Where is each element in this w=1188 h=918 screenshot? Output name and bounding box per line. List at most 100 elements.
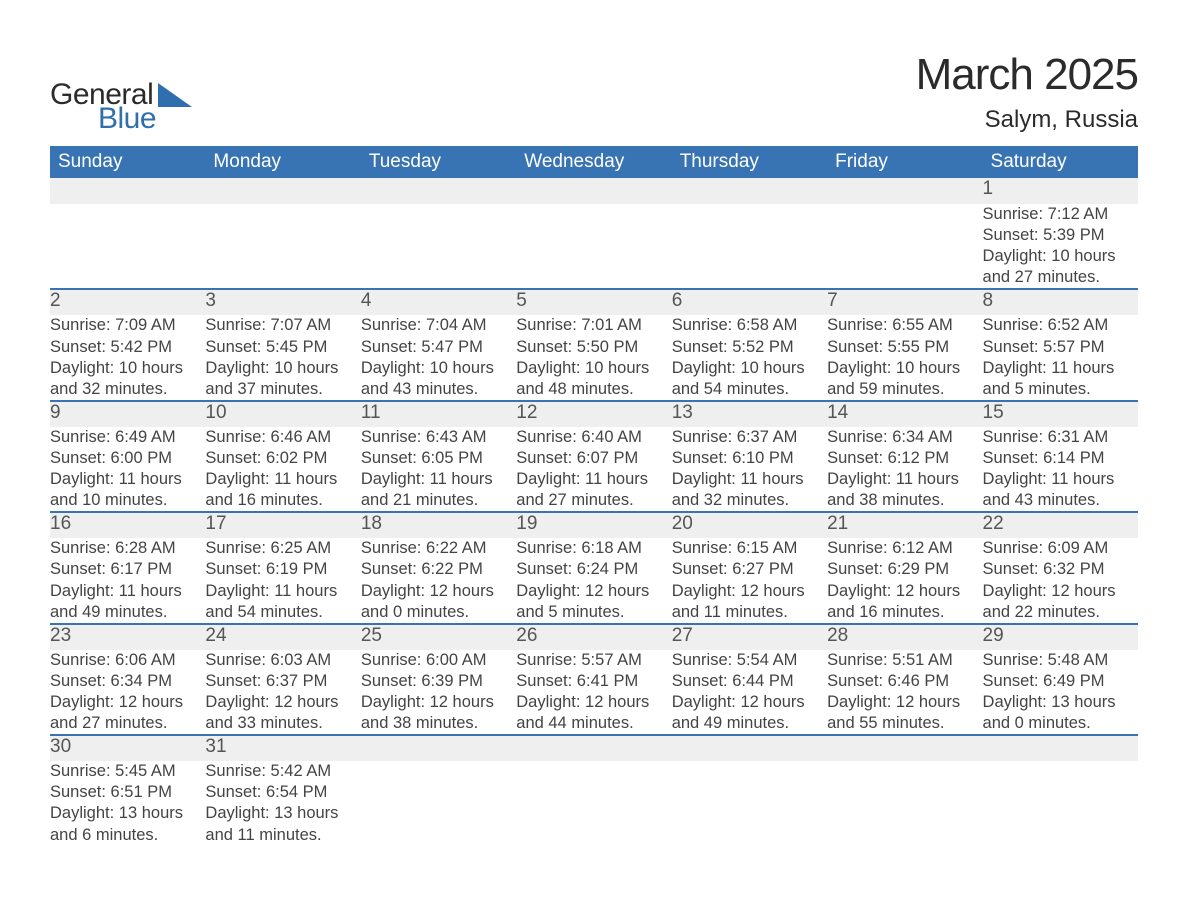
- day-number-cell: 23: [50, 624, 205, 650]
- day-number-cell: 3: [205, 289, 360, 315]
- day-number-cell: 9: [50, 401, 205, 427]
- day-ss: Sunset: 6:54 PM: [205, 782, 360, 803]
- day-sr: Sunrise: 6:03 AM: [205, 650, 360, 671]
- day-detail-cell: Sunrise: 6:40 AMSunset: 6:07 PMDaylight:…: [516, 427, 671, 512]
- day-d1: Daylight: 11 hours: [827, 469, 982, 490]
- day-d1: Daylight: 13 hours: [983, 692, 1138, 713]
- day-sr: Sunrise: 6:00 AM: [361, 650, 516, 671]
- day-d1: Daylight: 12 hours: [361, 692, 516, 713]
- day-detail-cell: [827, 761, 982, 845]
- day-detail-cell: Sunrise: 6:58 AMSunset: 5:52 PMDaylight:…: [672, 315, 827, 400]
- day-number-cell: [50, 178, 205, 204]
- day-detail-cell: Sunrise: 7:12 AMSunset: 5:39 PMDaylight:…: [983, 204, 1138, 289]
- day-ss: Sunset: 6:14 PM: [983, 448, 1138, 469]
- day-number-cell: [361, 735, 516, 761]
- day-header: Thursday: [672, 146, 827, 178]
- day-detail-cell: [516, 761, 671, 845]
- day-ss: Sunset: 6:32 PM: [983, 559, 1138, 580]
- day-detail-cell: [983, 761, 1138, 845]
- day-header: Sunday: [50, 146, 205, 178]
- day-ss: Sunset: 6:49 PM: [983, 671, 1138, 692]
- day-sr: Sunrise: 6:25 AM: [205, 538, 360, 559]
- daynum-row: 1: [50, 178, 1138, 204]
- daynum-row: 3031: [50, 735, 1138, 761]
- day-d1: Daylight: 11 hours: [50, 469, 205, 490]
- day-d2: and 38 minutes.: [827, 490, 982, 511]
- day-detail-cell: Sunrise: 7:04 AMSunset: 5:47 PMDaylight:…: [361, 315, 516, 400]
- day-d1: Daylight: 12 hours: [827, 692, 982, 713]
- day-d1: Daylight: 12 hours: [205, 692, 360, 713]
- day-sr: Sunrise: 6:22 AM: [361, 538, 516, 559]
- day-detail-cell: Sunrise: 6:00 AMSunset: 6:39 PMDaylight:…: [361, 650, 516, 735]
- day-d2: and 32 minutes.: [672, 490, 827, 511]
- day-number-cell: [516, 178, 671, 204]
- day-ss: Sunset: 5:45 PM: [205, 337, 360, 358]
- day-d2: and 32 minutes.: [50, 379, 205, 400]
- day-d2: and 16 minutes.: [827, 602, 982, 623]
- day-number-cell: 15: [983, 401, 1138, 427]
- day-d1: Daylight: 10 hours: [50, 358, 205, 379]
- day-d2: and 11 minutes.: [205, 825, 360, 846]
- day-d2: and 22 minutes.: [983, 602, 1138, 623]
- day-d1: Daylight: 11 hours: [516, 469, 671, 490]
- day-d2: and 43 minutes.: [361, 379, 516, 400]
- day-number-cell: 2: [50, 289, 205, 315]
- title-block: March 2025 Salym, Russia: [916, 50, 1138, 134]
- day-ss: Sunset: 6:12 PM: [827, 448, 982, 469]
- day-detail-cell: [827, 204, 982, 289]
- day-detail-cell: Sunrise: 5:48 AMSunset: 6:49 PMDaylight:…: [983, 650, 1138, 735]
- day-d1: Daylight: 12 hours: [516, 692, 671, 713]
- day-sr: Sunrise: 6:37 AM: [672, 427, 827, 448]
- day-ss: Sunset: 6:46 PM: [827, 671, 982, 692]
- day-d1: Daylight: 11 hours: [672, 469, 827, 490]
- day-number-cell: 1: [983, 178, 1138, 204]
- day-number-cell: 28: [827, 624, 982, 650]
- brand-logo: General Blue: [50, 50, 192, 136]
- day-detail-cell: Sunrise: 6:12 AMSunset: 6:29 PMDaylight:…: [827, 538, 982, 623]
- day-d1: Daylight: 12 hours: [827, 581, 982, 602]
- day-ss: Sunset: 6:17 PM: [50, 559, 205, 580]
- day-detail-cell: Sunrise: 6:28 AMSunset: 6:17 PMDaylight:…: [50, 538, 205, 623]
- day-detail-cell: Sunrise: 6:25 AMSunset: 6:19 PMDaylight:…: [205, 538, 360, 623]
- day-detail-cell: Sunrise: 5:42 AMSunset: 6:54 PMDaylight:…: [205, 761, 360, 845]
- day-d1: Daylight: 13 hours: [50, 803, 205, 824]
- day-d1: Daylight: 12 hours: [672, 692, 827, 713]
- calendar-header-row: SundayMondayTuesdayWednesdayThursdayFrid…: [50, 146, 1138, 178]
- day-sr: Sunrise: 5:57 AM: [516, 650, 671, 671]
- day-detail-cell: Sunrise: 7:07 AMSunset: 5:45 PMDaylight:…: [205, 315, 360, 400]
- day-detail-cell: [361, 204, 516, 289]
- day-d2: and 48 minutes.: [516, 379, 671, 400]
- day-number-cell: 4: [361, 289, 516, 315]
- day-ss: Sunset: 6:10 PM: [672, 448, 827, 469]
- detail-row: Sunrise: 5:45 AMSunset: 6:51 PMDaylight:…: [50, 761, 1138, 845]
- day-sr: Sunrise: 6:55 AM: [827, 315, 982, 336]
- day-ss: Sunset: 5:52 PM: [672, 337, 827, 358]
- day-d1: Daylight: 11 hours: [361, 469, 516, 490]
- day-detail-cell: Sunrise: 7:01 AMSunset: 5:50 PMDaylight:…: [516, 315, 671, 400]
- day-detail-cell: [672, 761, 827, 845]
- day-sr: Sunrise: 6:06 AM: [50, 650, 205, 671]
- day-d2: and 49 minutes.: [672, 713, 827, 734]
- day-detail-cell: Sunrise: 6:52 AMSunset: 5:57 PMDaylight:…: [983, 315, 1138, 400]
- day-detail-cell: Sunrise: 6:22 AMSunset: 6:22 PMDaylight:…: [361, 538, 516, 623]
- day-d1: Daylight: 11 hours: [983, 358, 1138, 379]
- day-number-cell: 6: [672, 289, 827, 315]
- day-d1: Daylight: 10 hours: [205, 358, 360, 379]
- day-number-cell: 13: [672, 401, 827, 427]
- day-number-cell: 29: [983, 624, 1138, 650]
- day-sr: Sunrise: 6:15 AM: [672, 538, 827, 559]
- day-ss: Sunset: 6:27 PM: [672, 559, 827, 580]
- day-ss: Sunset: 6:24 PM: [516, 559, 671, 580]
- detail-row: Sunrise: 7:12 AMSunset: 5:39 PMDaylight:…: [50, 204, 1138, 289]
- day-number-cell: 18: [361, 512, 516, 538]
- day-detail-cell: Sunrise: 5:45 AMSunset: 6:51 PMDaylight:…: [50, 761, 205, 845]
- day-ss: Sunset: 6:05 PM: [361, 448, 516, 469]
- day-detail-cell: Sunrise: 6:31 AMSunset: 6:14 PMDaylight:…: [983, 427, 1138, 512]
- day-detail-cell: Sunrise: 6:15 AMSunset: 6:27 PMDaylight:…: [672, 538, 827, 623]
- day-sr: Sunrise: 6:28 AM: [50, 538, 205, 559]
- day-d2: and 38 minutes.: [361, 713, 516, 734]
- day-d2: and 21 minutes.: [361, 490, 516, 511]
- day-d2: and 44 minutes.: [516, 713, 671, 734]
- day-ss: Sunset: 5:57 PM: [983, 337, 1138, 358]
- day-number-cell: 19: [516, 512, 671, 538]
